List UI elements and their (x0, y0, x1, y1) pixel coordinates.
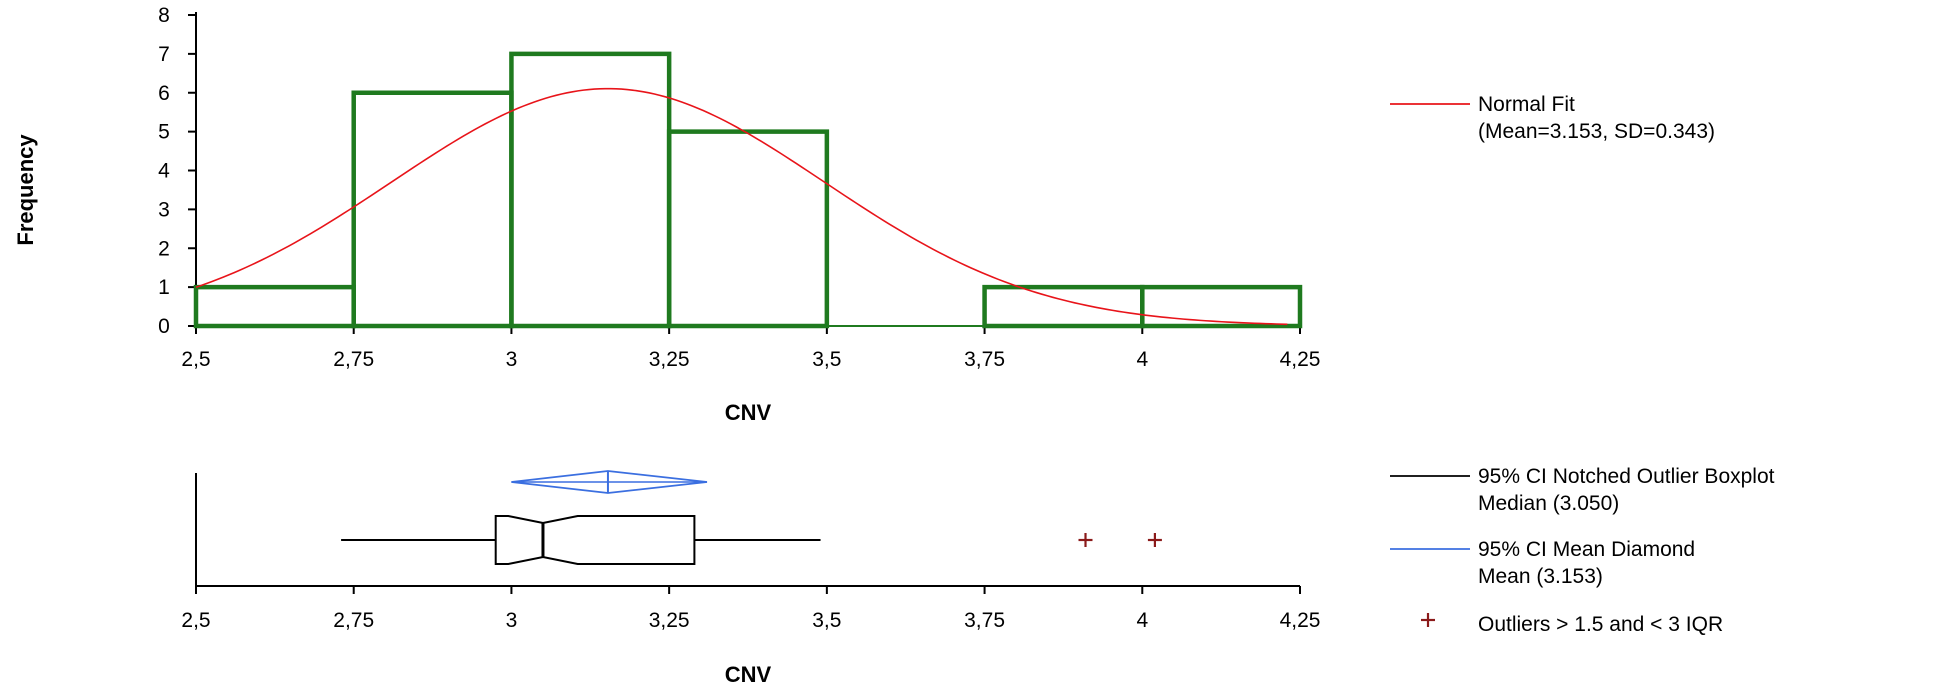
histogram-y-tick-label: 2 (158, 237, 170, 260)
boxplot-x-tick-label: 4 (1136, 609, 1148, 632)
histogram-panel: 0 1 2 3 4 5 6 7 8 2,5 2,75 3 3,25 3,5 3,75 4 4,25 CNV F… (13, 4, 1320, 425)
legend-sublabel: Mean (3.153) (1478, 565, 1603, 588)
histogram-x-tick-label: 4,25 (1280, 348, 1321, 371)
histogram-x-tick-label: 3,5 (812, 348, 841, 371)
boxplot-x-axis-title: CNV (725, 662, 772, 686)
histogram-y-tick-label: 3 (158, 198, 170, 221)
legend-entry: 95% CI Notched Outlier Boxplot Median (3.… (1390, 465, 1775, 515)
outlier-point (1078, 533, 1093, 547)
legend-sublabel: (Mean=3.153, SD=0.343) (1478, 120, 1715, 143)
legend-label: Normal Fit (1478, 93, 1575, 116)
boxplot-x-tick-label: 3,75 (964, 609, 1005, 632)
histogram-bar (982, 284, 1145, 329)
outlier-point (1147, 533, 1162, 547)
boxplot-x-tick-label: 3,5 (812, 609, 841, 632)
legend: Normal Fit (Mean=3.153, SD=0.343) 95% CI N… (1390, 93, 1775, 636)
histogram-y-tick-label: 6 (158, 82, 170, 105)
boxplot-panel: 2,5 2,75 3 3,25 3,5 3,75 4 4,25 CNV (181, 470, 1321, 686)
histogram-y-tick-label: 4 (158, 160, 170, 183)
boxplot-x-tick-label: 2,5 (181, 609, 210, 632)
legend-label: 95% CI Mean Diamond (1478, 538, 1695, 561)
legend-entry: Outliers > 1.5 and < 3 IQR (1421, 613, 1723, 636)
histogram-y-tick-label: 5 (158, 121, 170, 144)
histogram-bar (193, 284, 356, 329)
boxplot-x-tick-label: 3,25 (649, 609, 690, 632)
histogram-bar (1140, 284, 1303, 329)
boxplot-x-tick-label: 3 (506, 609, 518, 632)
histogram-x-axis-title: CNV (725, 400, 772, 425)
legend-label: Outliers > 1.5 and < 3 IQR (1478, 613, 1723, 636)
histogram-bar (351, 90, 514, 329)
histogram-x-tick-label: 3,75 (964, 348, 1005, 371)
boxplot-notched-box (494, 515, 696, 565)
legend-entry: 95% CI Mean Diamond Mean (3.153) (1390, 538, 1695, 588)
histogram-bar (666, 129, 830, 329)
legend-plus-marker (1421, 613, 1435, 627)
histogram-y-tick-label: 7 (158, 43, 170, 66)
histogram-x-tick-label: 2,75 (333, 348, 374, 371)
histogram-y-axis-title: Frequency (13, 134, 38, 246)
histogram-y-tick-label: 1 (158, 276, 170, 299)
legend-entry: Normal Fit (Mean=3.153, SD=0.343) (1390, 93, 1715, 143)
histogram-y-tick-label: 0 (158, 315, 170, 338)
boxplot-x-tick-label: 2,75 (333, 609, 374, 632)
legend-sublabel: Median (3.050) (1478, 492, 1619, 515)
legend-label: 95% CI Notched Outlier Boxplot (1478, 465, 1775, 488)
histogram-y-tick-label: 8 (158, 4, 170, 27)
histogram-x-tick-label: 4 (1136, 348, 1148, 371)
histogram-x-tick-label: 3 (506, 348, 518, 371)
normal-fit-curve (195, 87, 1288, 326)
histogram-bar (509, 51, 672, 329)
histogram-x-tick-label: 3,25 (649, 348, 690, 371)
histogram-x-tick-label: 2,5 (181, 348, 210, 371)
boxplot-x-tick-label: 4,25 (1280, 609, 1321, 632)
